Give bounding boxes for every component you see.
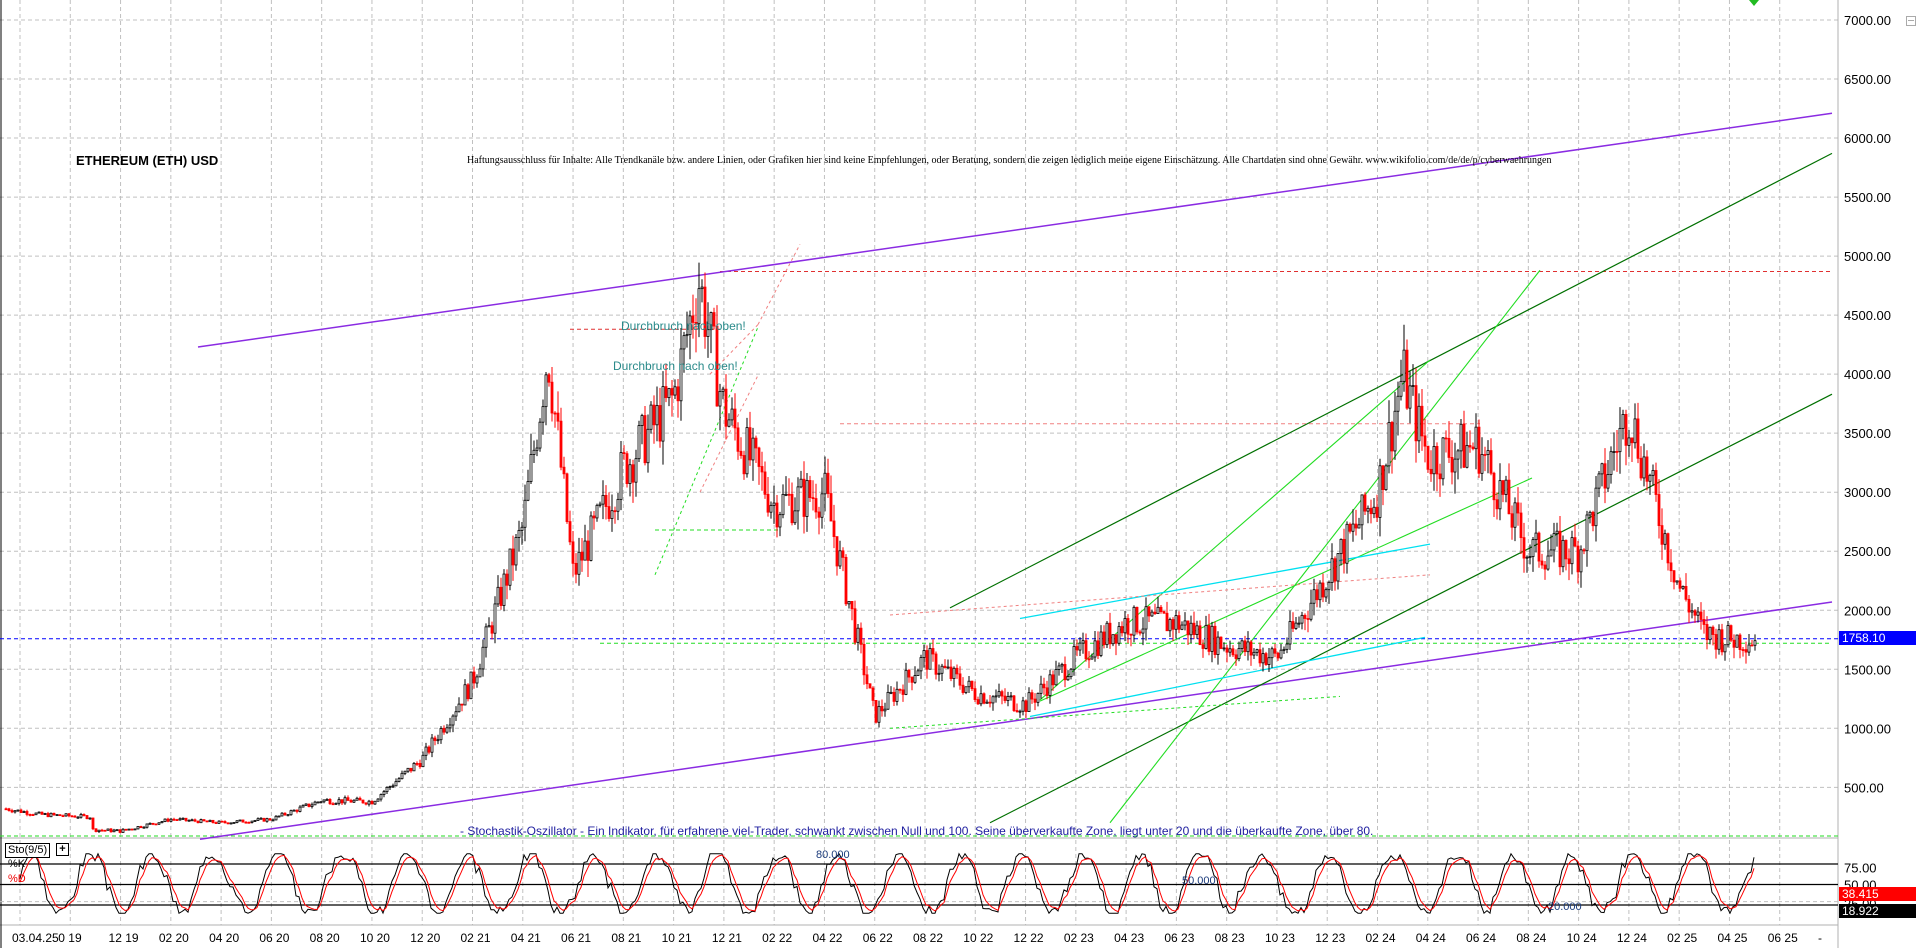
d-line-label: %D <box>8 873 26 885</box>
x-tick-label: 04 25 <box>1717 931 1747 945</box>
x-tick-label: - <box>1818 931 1822 945</box>
svg-text:5000.00: 5000.00 <box>1844 249 1891 264</box>
last-price-tag: 1758.10 <box>1839 631 1916 645</box>
svg-text:4000.00: 4000.00 <box>1844 367 1891 382</box>
k-line-label: %K <box>8 858 26 870</box>
x-tick-label: 02 21 <box>461 931 491 945</box>
disclaimer-text: Haftungsausschluss für Inhalte: Alle Tre… <box>467 155 1552 166</box>
x-tick-label: 12 20 <box>410 931 440 945</box>
svg-text:75.00: 75.00 <box>1844 860 1877 875</box>
x-tick-label: 06 21 <box>561 931 591 945</box>
stochastic-note: - Stochastik-Oszillator - Ein Indikator,… <box>460 824 1373 838</box>
svg-text:2000.00: 2000.00 <box>1844 603 1891 618</box>
svg-text:2500.00: 2500.00 <box>1844 544 1891 559</box>
x-tick-label: 02 25 <box>1667 931 1697 945</box>
chart-title: ETHEREUM (ETH) USD <box>76 153 218 168</box>
x-tick-label: 10 24 <box>1567 931 1597 945</box>
time-axis: 03.04.25 0 19 12 19 02 20 04 20 06 20 08 20 10 … <box>12 931 1822 945</box>
stoch-level-50: 50.000 <box>1182 875 1216 887</box>
stoch-k-value-tag: 18.922 <box>1839 904 1916 918</box>
marker-triangle-icon <box>1749 0 1759 6</box>
stoch-d-value-tag: 38.415 <box>1839 887 1916 901</box>
x-tick-label: 08 23 <box>1215 931 1245 945</box>
x-tick-label: 10 23 <box>1265 931 1295 945</box>
stochastic-label[interactable]: Sto(9/5) <box>5 843 51 858</box>
x-tick-label: 06 25 <box>1768 931 1798 945</box>
svg-text:1000.00: 1000.00 <box>1844 721 1891 736</box>
horizontal-levels <box>0 270 1838 837</box>
x-tick-label: 06 24 <box>1466 931 1496 945</box>
x-tick-label: 0 19 <box>58 931 82 945</box>
x-tick-label: 12 24 <box>1617 931 1647 945</box>
svg-text:3000.00: 3000.00 <box>1844 485 1891 500</box>
x-tick-label: 04 23 <box>1114 931 1144 945</box>
annotation-breakout-1: Durchbruch nach oben! <box>621 319 746 333</box>
collapse-panel-button[interactable] <box>1906 16 1916 26</box>
x-tick-label: 08 20 <box>310 931 340 945</box>
svg-text:6000.00: 6000.00 <box>1844 131 1891 146</box>
x-tick-label: 06 20 <box>259 931 289 945</box>
price-axis: 7000.00 6500.00 6000.00 5500.00 5000.00 4500.… <box>1844 13 1891 795</box>
stoch-level-80: 80.000 <box>816 849 850 861</box>
svg-text:500.00: 500.00 <box>1844 780 1884 795</box>
x-tick-label: 04 20 <box>209 931 239 945</box>
trendlines <box>197 112 1833 841</box>
add-indicator-button[interactable]: + <box>56 843 69 856</box>
stoch-level-20: 20.000 <box>1548 901 1582 913</box>
x-tick-label: 08 22 <box>913 931 943 945</box>
x-tick-label: 02 24 <box>1366 931 1396 945</box>
svg-text:1500.00: 1500.00 <box>1844 662 1891 677</box>
x-tick-label: 10 20 <box>360 931 390 945</box>
x-tick-label: 04 21 <box>511 931 541 945</box>
x-tick-label: 02 23 <box>1064 931 1094 945</box>
annotation-breakout-2: Durchbruch nach oben! <box>613 359 738 373</box>
x-tick-label: 02 22 <box>762 931 792 945</box>
svg-text:4500.00: 4500.00 <box>1844 308 1891 323</box>
svg-text:7000.00: 7000.00 <box>1844 13 1891 28</box>
x-tick-label: 12 19 <box>109 931 139 945</box>
svg-text:6500.00: 6500.00 <box>1844 72 1891 87</box>
x-tick-label: 12 22 <box>1014 931 1044 945</box>
x-tick-label: 08 21 <box>611 931 641 945</box>
x-tick-label: 02 20 <box>159 931 189 945</box>
x-tick-label: 06 22 <box>863 931 893 945</box>
x-tick-label: 08 24 <box>1516 931 1546 945</box>
x-tick-label: 12 23 <box>1315 931 1345 945</box>
x-tick-label: 04 24 <box>1416 931 1446 945</box>
x-tick-label: 04 22 <box>812 931 842 945</box>
candlestick-series <box>4 262 1757 834</box>
x-tick-label: 06 23 <box>1164 931 1194 945</box>
x-tick-label: 03.04.25 <box>12 931 59 945</box>
x-tick-label: 12 21 <box>712 931 742 945</box>
grid-lines <box>0 0 1839 948</box>
svg-text:3500.00: 3500.00 <box>1844 426 1891 441</box>
x-tick-label: 10 22 <box>963 931 993 945</box>
svg-text:5500.00: 5500.00 <box>1844 190 1891 205</box>
x-tick-label: 10 21 <box>662 931 692 945</box>
